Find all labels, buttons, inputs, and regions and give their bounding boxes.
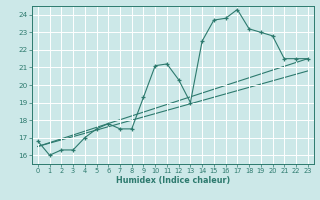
- X-axis label: Humidex (Indice chaleur): Humidex (Indice chaleur): [116, 176, 230, 185]
